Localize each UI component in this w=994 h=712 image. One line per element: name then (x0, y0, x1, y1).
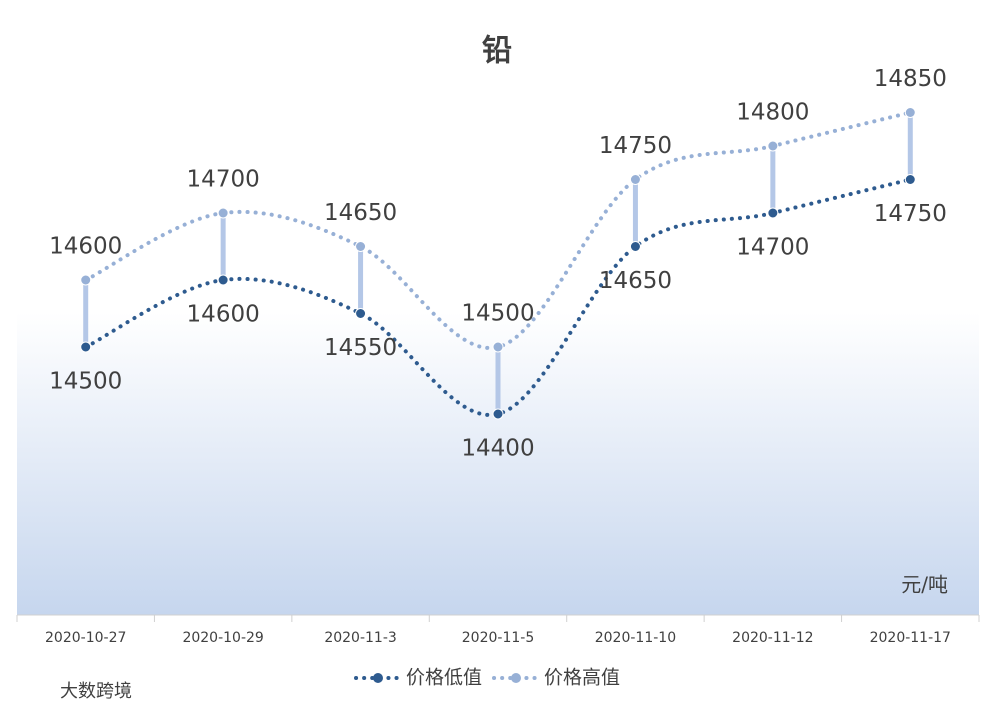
point-marker (217, 274, 229, 286)
x-tick-label: 2020-10-27 (45, 630, 126, 646)
data-label: 14600 (49, 234, 122, 260)
x-tick-label: 2020-11-12 (732, 630, 813, 646)
point-marker (217, 207, 229, 219)
data-label: 14750 (874, 201, 947, 227)
x-tick-label: 2020-11-17 (870, 630, 951, 646)
point-marker (355, 308, 367, 319)
point-marker (80, 341, 92, 353)
point-marker (492, 341, 504, 353)
x-tick-label: 2020-11-5 (462, 630, 534, 646)
data-label: 14700 (187, 167, 260, 193)
data-label: 14500 (461, 301, 534, 327)
unit-label: 元/吨 (901, 573, 948, 597)
point-marker (904, 107, 916, 118)
data-label: 14850 (874, 66, 947, 92)
x-tick-label: 2020-11-3 (324, 630, 396, 646)
chart-title: 铅 (482, 34, 512, 69)
data-label: 14400 (461, 436, 534, 462)
point-marker (80, 274, 92, 286)
data-label: 14600 (187, 302, 260, 328)
point-marker (904, 174, 916, 185)
legend-marker (511, 673, 521, 683)
x-tick-label: 2020-11-10 (595, 630, 676, 646)
legend-label: 价格低值 (406, 667, 482, 689)
point-marker (492, 408, 504, 420)
watermark: 大数跨境 (60, 681, 132, 702)
data-label: 14550 (324, 335, 397, 361)
data-label: 14650 (599, 268, 672, 294)
data-label: 14800 (736, 100, 809, 126)
data-label: 14500 (49, 369, 122, 395)
legend-marker (373, 673, 383, 683)
data-label: 14700 (736, 235, 809, 261)
legend-label: 价格高值 (544, 667, 620, 689)
point-marker (355, 241, 367, 252)
point-marker (767, 140, 779, 152)
data-label: 14750 (599, 133, 672, 159)
point-marker (629, 174, 641, 185)
point-marker (767, 207, 779, 219)
x-tick-label: 2020-10-29 (182, 630, 263, 646)
plot-background (17, 10, 979, 615)
data-label: 14650 (324, 200, 397, 226)
point-marker (629, 241, 641, 252)
